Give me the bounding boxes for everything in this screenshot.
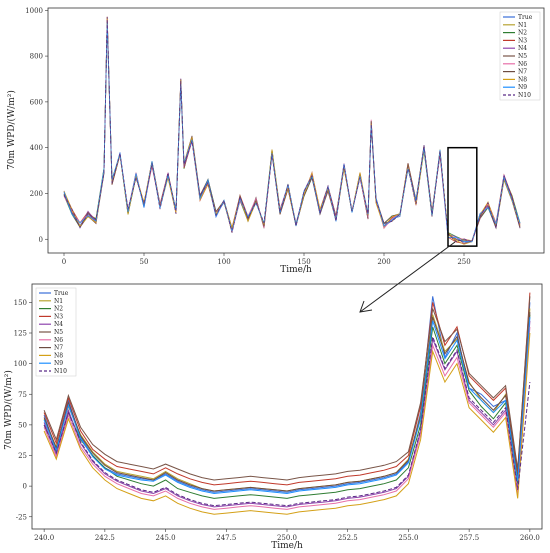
legend-label: N7 bbox=[518, 69, 527, 76]
legend-label: N9 bbox=[518, 84, 527, 91]
y-tick-label: 200 bbox=[30, 190, 43, 198]
zoom-arrow-line bbox=[359, 241, 456, 313]
x-tick-label: 100 bbox=[217, 258, 230, 266]
legend-label: N10 bbox=[54, 368, 67, 375]
x-tick-label: 245.0 bbox=[156, 534, 176, 542]
legend-label: N6 bbox=[518, 61, 527, 68]
zoom-box bbox=[447, 146, 478, 247]
x-tick-label: 250 bbox=[457, 258, 470, 266]
legend-label: N4 bbox=[518, 45, 527, 52]
x-tick-label: 0 bbox=[62, 258, 66, 266]
overview-y-ticks: 0 200 400 600 800 1000 bbox=[25, 7, 48, 244]
legend-label: N7 bbox=[54, 345, 63, 352]
y-tick-label: 75 bbox=[18, 391, 27, 399]
zoomed-x-axis-label: Time/h bbox=[271, 541, 303, 551]
zoomed-x-ticks: 240.0 242.5 245.0 247.5 250.0 252.5 255.0 257.5… bbox=[34, 529, 540, 542]
x-tick-label: 260.0 bbox=[520, 534, 540, 542]
overview-series-group bbox=[63, 16, 521, 245]
overview-y-axis-label: 70m WPD/(W/m²) bbox=[6, 90, 17, 170]
y-tick-label: 100 bbox=[14, 360, 27, 368]
zoomed-series-line bbox=[43, 314, 531, 499]
legend-label: N1 bbox=[518, 22, 527, 29]
zoomed-series-line bbox=[43, 326, 531, 510]
x-tick-label: 150 bbox=[297, 258, 310, 266]
overview-chart: 0 50 100 150 200 250 0 200 400 600 800 1000 Time/h… bbox=[6, 7, 545, 275]
overview-x-ticks: 0 50 100 150 200 250 bbox=[62, 253, 471, 266]
legend-label: N1 bbox=[54, 298, 63, 305]
y-tick-label: -25 bbox=[16, 513, 27, 521]
zoomed-series-line bbox=[43, 332, 531, 515]
legend-label: N4 bbox=[54, 321, 63, 328]
legend-label: N5 bbox=[518, 53, 527, 60]
x-tick-label: 50 bbox=[140, 258, 149, 266]
legend-label: N8 bbox=[518, 76, 527, 83]
legend-label: N3 bbox=[54, 313, 63, 320]
zoomed-series-line bbox=[43, 296, 531, 481]
y-tick-label: 400 bbox=[30, 144, 43, 152]
overview-series-line bbox=[63, 16, 521, 243]
zoomed-y-axis-label: 70m WPD/(W/m²) bbox=[3, 370, 14, 450]
x-tick-label: 200 bbox=[377, 258, 390, 266]
x-tick-label: 255.0 bbox=[398, 534, 418, 542]
y-tick-label: 1000 bbox=[25, 7, 43, 15]
overview-plot-area bbox=[47, 7, 545, 254]
overview-series-line bbox=[63, 16, 521, 245]
legend-label: N2 bbox=[518, 30, 527, 37]
legend-label: N6 bbox=[54, 337, 63, 344]
zoom-arrow-head bbox=[359, 300, 373, 313]
x-tick-label: 252.5 bbox=[338, 534, 358, 542]
zoomed-series-line bbox=[43, 312, 531, 492]
zoomed-series-line bbox=[43, 292, 531, 486]
legend-label: N3 bbox=[518, 37, 527, 44]
legend-label: N10 bbox=[518, 92, 531, 99]
zoomed-chart: 240.0 242.5 245.0 247.5 250.0 252.5 255.0 257.5… bbox=[3, 283, 543, 551]
overview-x-axis-label: Time/h bbox=[280, 265, 312, 275]
y-tick-label: 150 bbox=[14, 299, 27, 307]
zoomed-y-ticks: -25 0 25 50 75 100 125 150 bbox=[14, 299, 32, 521]
legend-label: N5 bbox=[54, 329, 63, 336]
zoomed-series-line bbox=[43, 320, 531, 508]
y-tick-label: 25 bbox=[18, 452, 27, 460]
x-tick-label: 240.0 bbox=[34, 534, 54, 542]
legend-label: N2 bbox=[54, 306, 63, 313]
legend-label: True bbox=[518, 14, 533, 21]
x-tick-label: 250.0 bbox=[277, 534, 297, 542]
zoomed-series-line bbox=[43, 296, 531, 493]
zoom-arrow bbox=[359, 241, 456, 313]
zoomed-series-line bbox=[43, 317, 531, 495]
y-tick-label: 0 bbox=[39, 236, 43, 244]
x-tick-label: 242.5 bbox=[95, 534, 115, 542]
legend-label: N9 bbox=[54, 360, 63, 367]
x-tick-label: 247.5 bbox=[216, 534, 236, 542]
y-tick-label: 600 bbox=[30, 98, 43, 106]
x-tick-label: 257.5 bbox=[459, 534, 479, 542]
y-tick-label: 125 bbox=[14, 330, 27, 338]
overview-series-line bbox=[63, 22, 521, 243]
y-tick-label: 0 bbox=[23, 483, 27, 491]
zoomed-series-group bbox=[43, 292, 531, 515]
y-tick-label: 800 bbox=[30, 53, 43, 61]
y-tick-label: 50 bbox=[18, 421, 27, 429]
legend-label: True bbox=[54, 290, 69, 297]
legend-label: N8 bbox=[54, 352, 63, 359]
